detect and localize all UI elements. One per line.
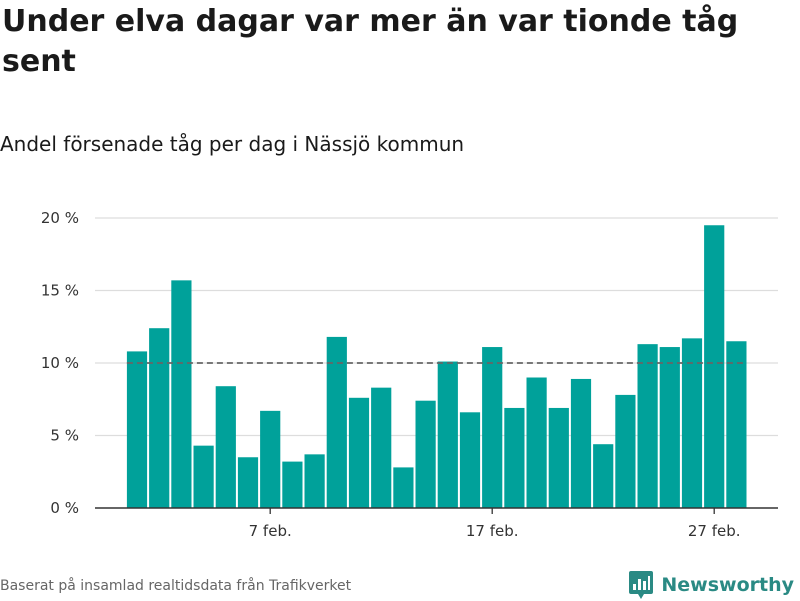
bar: [393, 467, 414, 508]
x-tick-label: 7 feb.: [249, 522, 292, 540]
bars: [126, 225, 747, 508]
bar: [215, 386, 236, 508]
brand-name: Newsworthy: [661, 574, 794, 596]
bar: [526, 377, 547, 508]
brand-logo[interactable]: Newsworthy: [628, 569, 794, 601]
y-axis-tick-labels: 0 % 5 % 10 % 15 % 20 %: [41, 209, 79, 517]
bar: [615, 394, 636, 508]
bar: [371, 387, 392, 508]
bar: [304, 454, 325, 508]
bar: [482, 347, 503, 508]
chart-subtitle: Andel försenade tåg per dag i Nässjö kom…: [0, 132, 465, 156]
bar: [237, 457, 259, 508]
bar: [193, 445, 214, 508]
source-note: Baserat på insamlad realtidsdata från Tr…: [0, 578, 352, 594]
bar: [726, 341, 747, 508]
bar: [415, 400, 436, 508]
chart-title: Under elva dagar var mer än var tionde t…: [2, 4, 739, 79]
x-axis: [95, 507, 778, 514]
bar: [126, 351, 148, 508]
y-tick-label: 15 %: [41, 282, 79, 300]
bar: [659, 347, 680, 508]
bar: [260, 410, 281, 508]
bar: [282, 461, 303, 508]
bar: [548, 407, 569, 508]
bar: [326, 336, 347, 508]
bar: [437, 361, 458, 508]
bar: [704, 225, 725, 508]
x-tick-label: 17 feb.: [466, 522, 519, 540]
bar: [348, 397, 370, 508]
y-tick-label: 20 %: [41, 209, 79, 227]
x-tick-label: 27 feb.: [688, 522, 741, 540]
bar: [570, 378, 592, 508]
bar: [459, 412, 481, 508]
y-tick-label: 10 %: [41, 354, 79, 372]
y-tick-label: 5 %: [50, 427, 79, 445]
bar: [171, 280, 192, 508]
bar: [681, 338, 703, 508]
bar: [593, 444, 614, 508]
x-axis-tick-labels: 7 feb. 17 feb. 27 feb.: [249, 522, 741, 540]
bar: [149, 328, 170, 508]
bar: [504, 407, 525, 508]
bar: [637, 344, 658, 508]
y-tick-label: 0 %: [50, 499, 79, 517]
bar-chart: 0 % 5 % 10 % 15 % 20 % 7 feb. 17 feb. 27 feb.: [41, 209, 778, 540]
bar-chart-pin-icon: [629, 571, 654, 599]
